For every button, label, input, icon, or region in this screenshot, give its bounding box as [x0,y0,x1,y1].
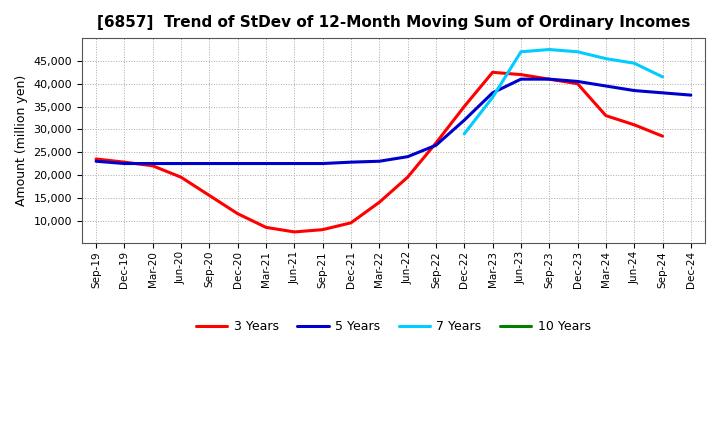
3 Years [658,133,667,139]
Line: 5 Years: 5 Years [96,79,690,164]
3 Years [148,163,157,169]
5 Years [205,161,214,166]
3 Years [261,225,270,230]
5 Years [91,158,100,164]
7 Years [601,56,610,61]
3 Years [176,175,185,180]
3 Years [290,229,299,235]
3 Years [545,77,554,82]
7 Years [573,49,582,55]
5 Years [488,90,497,95]
5 Years [573,79,582,84]
3 Years [233,211,242,216]
3 Years [460,104,469,109]
5 Years [686,92,695,98]
3 Years [91,156,100,161]
3 Years [346,220,355,225]
7 Years [488,95,497,100]
5 Years [601,83,610,88]
Line: 7 Years: 7 Years [464,50,662,134]
5 Years [375,158,384,164]
Y-axis label: Amount (million yen): Amount (million yen) [15,75,28,206]
3 Years [375,200,384,205]
3 Years [403,175,412,180]
5 Years [460,117,469,123]
5 Years [120,161,129,166]
7 Years [516,49,525,55]
Title: [6857]  Trend of StDev of 12-Month Moving Sum of Ordinary Incomes: [6857] Trend of StDev of 12-Month Moving… [96,15,690,30]
5 Years [658,90,667,95]
Legend: 3 Years, 5 Years, 7 Years, 10 Years: 3 Years, 5 Years, 7 Years, 10 Years [192,315,595,338]
5 Years [318,161,327,166]
3 Years [120,160,129,165]
3 Years [205,193,214,198]
7 Years [658,74,667,80]
5 Years [290,161,299,166]
5 Years [431,143,440,148]
5 Years [176,161,185,166]
7 Years [630,61,639,66]
3 Years [630,122,639,128]
3 Years [431,140,440,146]
5 Years [261,161,270,166]
7 Years [545,47,554,52]
3 Years [601,113,610,118]
3 Years [318,227,327,232]
3 Years [573,81,582,86]
7 Years [460,131,469,136]
Line: 3 Years: 3 Years [96,72,662,232]
3 Years [488,70,497,75]
5 Years [346,160,355,165]
3 Years [516,72,525,77]
5 Years [545,77,554,82]
5 Years [233,161,242,166]
5 Years [630,88,639,93]
5 Years [403,154,412,159]
5 Years [516,77,525,82]
5 Years [148,161,157,166]
